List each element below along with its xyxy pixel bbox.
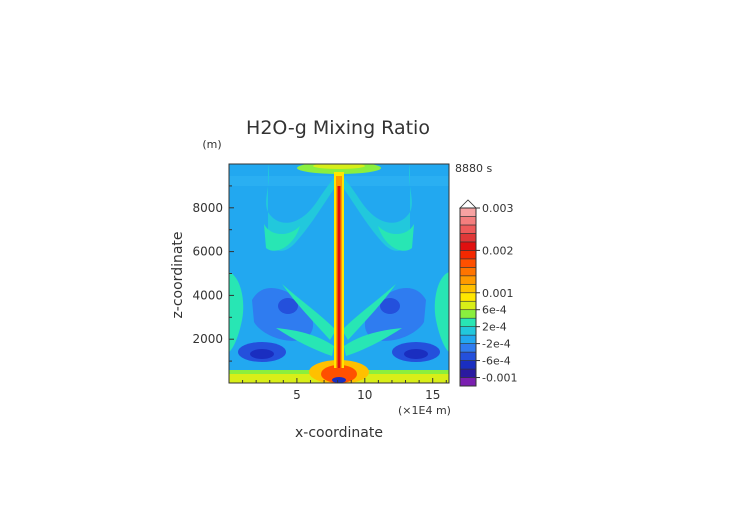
contour-ray (342, 284, 396, 340)
x-tick-label: 15 (425, 388, 440, 402)
contour-wave-left (266, 164, 336, 251)
contour-dark-core (380, 298, 400, 314)
colorbar-swatch (459, 334, 477, 344)
colorbar-swatch (459, 275, 477, 285)
time-label: 8880 s (455, 162, 492, 175)
contour-ray (276, 328, 334, 356)
colorbar-label: -6e-4 (482, 355, 511, 368)
colorbar-label: 0.002 (482, 244, 514, 257)
y-unit-label: (m) (202, 138, 221, 151)
contour-base-dip (332, 377, 346, 383)
colorbar-swatch (459, 233, 477, 243)
colorbar-label: 0.003 (482, 202, 514, 215)
chart-title: H2O-g Mixing Ratio (246, 117, 430, 139)
y-tick-label: 2000 (192, 332, 223, 346)
x-axis: 5 10 15 (242, 378, 447, 402)
x-tick-label: 10 (357, 388, 372, 402)
colorbar-swatch (459, 360, 477, 370)
contour-field (229, 164, 449, 383)
contour-dark-core (278, 298, 298, 314)
colorbar-swatch (459, 283, 477, 294)
colorbar-swatch (459, 207, 477, 217)
y-axis: 2000 4000 6000 8000 (192, 185, 234, 362)
colorbar-label: 2e-4 (482, 321, 507, 334)
colorbar-frame (459, 207, 477, 387)
contour-patch (264, 224, 300, 251)
colorbar-swatch (459, 368, 477, 378)
contour-ray (282, 284, 336, 340)
colorbar-swatch (459, 292, 477, 302)
colorbar-swatch (459, 216, 477, 226)
contour-side-column-right (434, 272, 449, 352)
x-unit-label: (×1E4 m) (398, 404, 451, 417)
colorbar-swatch (459, 267, 477, 277)
y-tick-label: 8000 (192, 201, 223, 215)
colorbar-swatch (459, 317, 477, 327)
contour-side-column-left (229, 272, 244, 352)
contour-low-core (250, 349, 274, 359)
x-axis-label: x-coordinate (295, 425, 383, 441)
colorbar-label: -2e-4 (482, 338, 511, 351)
colorbar-swatch (459, 351, 477, 361)
colorbar-swatch (459, 258, 477, 268)
y-axis-label: z-coordinate (170, 231, 186, 318)
colorbar-swatch (459, 309, 477, 319)
colorbar-swatch (459, 224, 477, 234)
colorbar-extend-triangle (459, 199, 477, 209)
colorbar-swatch (459, 241, 477, 251)
colorbar-swatch (459, 343, 477, 353)
contour-patch (378, 224, 414, 251)
colorbar-swatch (459, 326, 477, 336)
colorbar-swatch (459, 250, 477, 260)
x-tick-label: 5 (293, 388, 301, 402)
contour-anvil-core (313, 164, 365, 169)
y-tick-label: 4000 (192, 288, 223, 302)
colorbar: 0.003 0.002 0.001 6e-4 2e-4 -2e-4 -6e-4 -0.001 (459, 199, 517, 387)
contour-low-core (404, 349, 428, 359)
contour-base-core (321, 365, 357, 383)
contour-ray (344, 328, 402, 356)
colorbar-label: -0.001 (482, 372, 517, 385)
colorbar-label: 6e-4 (482, 304, 507, 317)
colorbar-swatch (459, 377, 477, 387)
y-tick-label: 6000 (192, 245, 223, 259)
colorbar-swatch (459, 300, 477, 311)
colorbar-label: 0.001 (482, 287, 514, 300)
contour-wave-right (342, 164, 412, 251)
plot-area (228, 163, 450, 384)
contour-updraft-core (337, 186, 341, 368)
